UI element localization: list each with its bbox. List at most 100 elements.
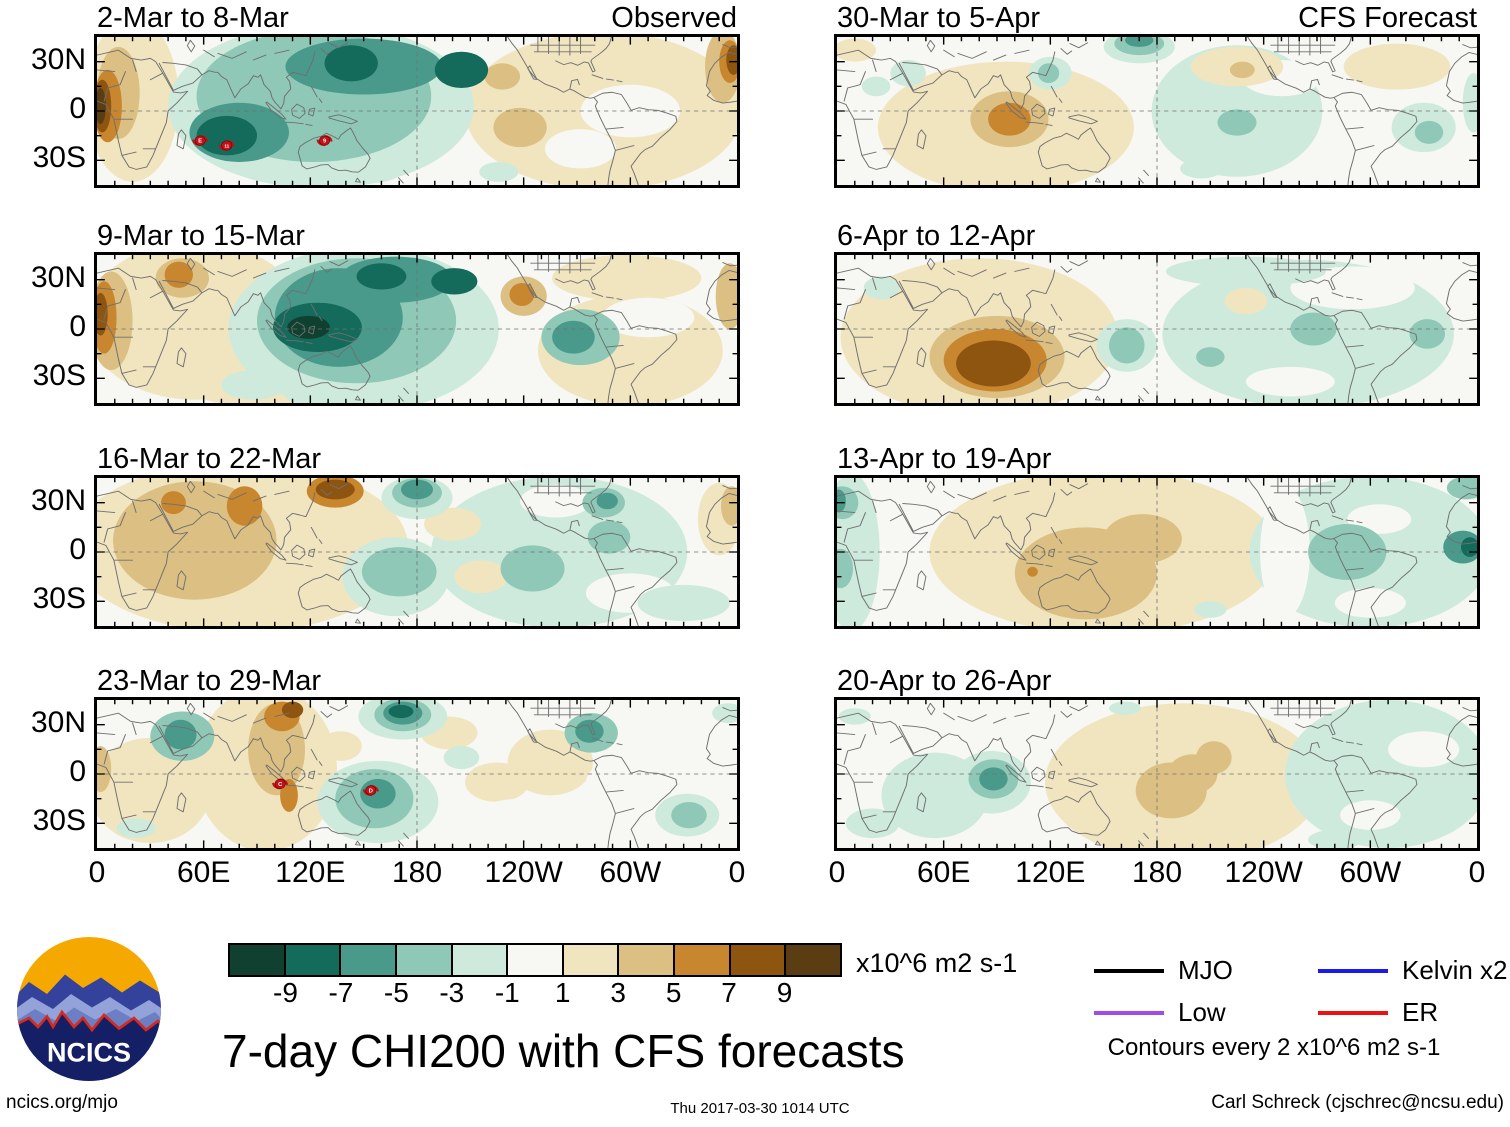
lon-label-60W-col1: 60W <box>1339 856 1402 889</box>
lat-label-30N: 30N <box>30 260 86 294</box>
colorbar-tick-3: 3 <box>610 977 626 1008</box>
lat-label-30S: 30S <box>32 359 86 393</box>
storm-marker-C: C <box>272 778 289 790</box>
colorbar-segment-7 <box>617 945 674 975</box>
axis-ticks <box>97 255 737 403</box>
axis-ticks <box>97 37 737 185</box>
panel-date-range: 6-Apr to 12-Apr <box>837 220 1036 252</box>
svg-text:E: E <box>198 139 202 145</box>
colorbar-segment-9 <box>728 945 785 975</box>
anomaly-field <box>840 256 1477 403</box>
lat-label-0: 0 <box>69 92 86 125</box>
colorbar-segment-2 <box>339 945 395 975</box>
axis-ticks <box>837 700 1477 848</box>
storm-marker-E: E <box>192 135 209 146</box>
lon-label-0-col0: 0 <box>88 856 106 889</box>
panel-title-row: 30-Mar to 5-Apr CFS Forecast <box>837 1 1477 34</box>
colorbar-tick--7: -7 <box>328 977 354 1008</box>
map-panel-2 <box>94 252 740 406</box>
lon-label-180-col0: 180 <box>391 856 443 889</box>
panel-title-row: 16-Mar to 22-Mar <box>97 442 737 475</box>
colorbar-segment-4 <box>450 945 507 975</box>
legend-entry-mjo: MJO <box>1094 955 1233 986</box>
axis-ticks <box>837 478 1477 626</box>
lon-label-0-col0: 0 <box>728 856 746 889</box>
panel-date-range: 16-Mar to 22-Mar <box>97 443 322 475</box>
lon-label-60E-col0: 60E <box>176 856 231 889</box>
footer-timestamp: Thu 2017-03-30 1014 UTC <box>670 1100 850 1117</box>
coastlines <box>837 478 1477 626</box>
colorbar-units-label: x10^6 m2 s-1 <box>856 948 1018 978</box>
panel-date-range: 23-Mar to 29-Mar <box>97 665 322 697</box>
lat-label-30N: 30N <box>30 705 86 739</box>
panel-title-row: 2-Mar to 8-Mar Observed <box>97 1 737 34</box>
axis-ticks <box>97 700 737 848</box>
figure-title: 7-day CHI200 with CFS forecasts <box>222 1025 905 1077</box>
lon-label-120W-col0: 120W <box>484 856 563 889</box>
legend-label: Low <box>1178 997 1226 1027</box>
map-panel-7 <box>834 475 1480 629</box>
panel-title-row: 20-Apr to 26-Apr <box>837 664 1477 697</box>
storm-marker-D: D <box>362 785 379 796</box>
lon-label-60W-col0: 60W <box>599 856 662 889</box>
lon-label-0-col1: 0 <box>1468 856 1486 889</box>
panel-date-range: 13-Apr to 19-Apr <box>837 443 1052 475</box>
colorbar-tick--5: -5 <box>383 977 409 1008</box>
logo-ridge-line <box>17 1009 161 1033</box>
colorbar-tick-5: 5 <box>665 977 682 1008</box>
lat-label-0: 0 <box>69 310 86 343</box>
colorbar-segment-6 <box>561 945 618 975</box>
lon-label-0-col1: 0 <box>828 856 846 889</box>
legend-entry-low: Low <box>1094 997 1226 1028</box>
colorbar-tick-9: 9 <box>776 977 793 1008</box>
colorbar-tick--9: -9 <box>273 977 298 1008</box>
anomaly-field <box>837 37 1477 185</box>
legend-label: ER <box>1402 997 1439 1027</box>
legend-label: MJO <box>1178 955 1233 985</box>
axis-ticks <box>97 478 737 626</box>
legend-label: Kelvin x2 <box>1402 955 1508 985</box>
legend-line <box>1318 968 1388 973</box>
map-panel-8 <box>834 697 1480 851</box>
colorbar-segment-10 <box>784 945 841 975</box>
lon-label-120E-col0: 120E <box>275 856 346 889</box>
colorbar <box>228 943 842 977</box>
axis-ticks <box>837 37 1477 185</box>
panel-title-row: 13-Apr to 19-Apr <box>837 442 1477 475</box>
lon-label-120W-col1: 120W <box>1224 856 1303 889</box>
colorbar-segment-3 <box>394 945 451 975</box>
coastlines <box>97 37 737 185</box>
coastlines <box>837 37 1477 185</box>
legend-entry-er: ER <box>1318 997 1438 1028</box>
anomaly-field <box>97 37 737 185</box>
storm-marker-9: 9 <box>316 135 333 146</box>
coastlines <box>837 700 1477 848</box>
colorbar-segment-1 <box>283 945 340 975</box>
colorbar-tick-7: 7 <box>721 977 737 1008</box>
colorbar-tick-1: 1 <box>554 977 571 1008</box>
anomaly-field <box>97 255 737 403</box>
lat-label-30N: 30N <box>30 483 86 517</box>
footer-credit: Carl Schreck (cjschrec@ncsu.edu) <box>1211 1092 1504 1113</box>
contour-interval-note: Contours every 2 x10^6 m2 s-1 <box>1107 1034 1441 1061</box>
panel-title-row: 9-Mar to 15-Mar <box>97 219 737 252</box>
coastlines <box>97 478 737 626</box>
panel-date-range: 9-Mar to 15-Mar <box>97 220 305 252</box>
colorbar-tick--1: -1 <box>494 977 520 1008</box>
logo-text: NCICS <box>47 1038 131 1068</box>
lat-label-30S: 30S <box>32 582 86 616</box>
panel-date-range: 20-Apr to 26-Apr <box>837 665 1052 697</box>
lat-label-0: 0 <box>69 755 86 788</box>
legend-line <box>1094 968 1164 973</box>
legend-line <box>1318 1010 1388 1015</box>
colorbar-tick--3: -3 <box>439 977 465 1008</box>
coastlines <box>97 255 737 403</box>
legend-line <box>1094 1010 1164 1015</box>
panel-title-row: 23-Mar to 29-Mar <box>97 664 737 697</box>
ncics-logo: NCICS <box>17 937 161 1081</box>
anomaly-field <box>838 700 1477 848</box>
lat-label-30N: 30N <box>30 42 86 76</box>
anomaly-field <box>97 700 737 848</box>
svg-text:C: C <box>278 782 282 788</box>
